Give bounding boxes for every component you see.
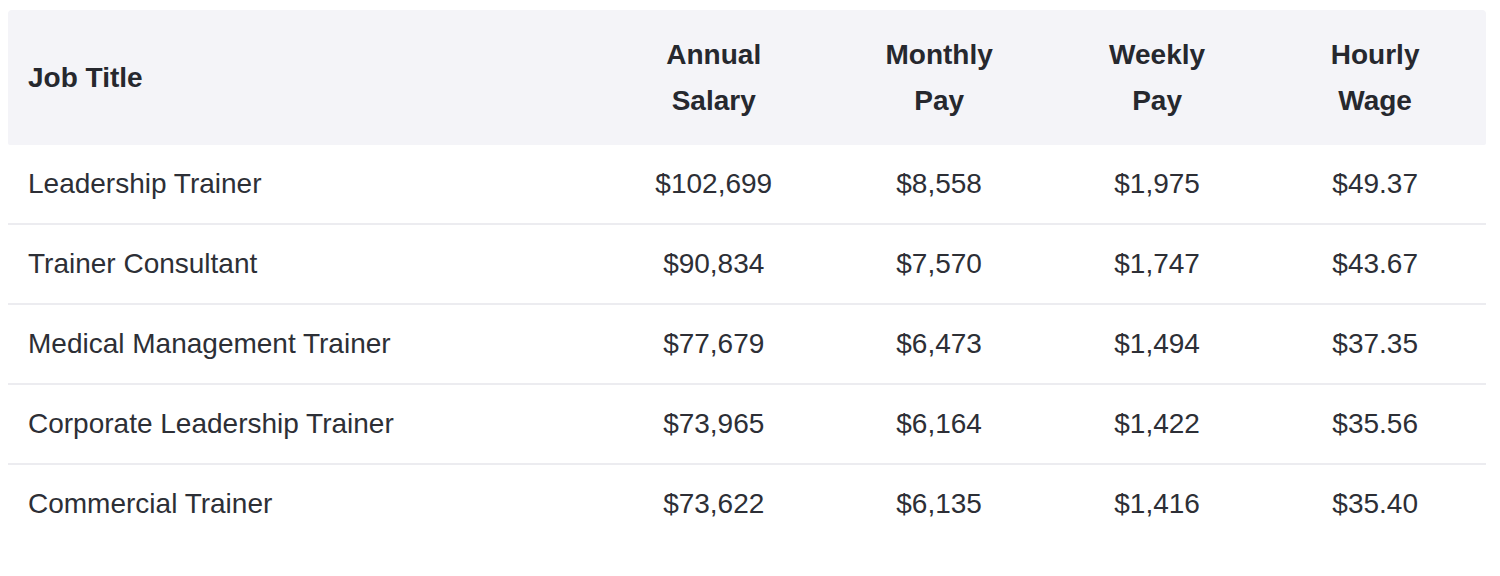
column-header-label: Job Title [28, 55, 143, 101]
table-row: Corporate Leadership Trainer $73,965 $6,… [8, 384, 1486, 464]
hourly-wage-cell: $35.40 [1264, 464, 1486, 543]
job-title-cell: Corporate Leadership Trainer [8, 384, 599, 464]
job-title-cell: Trainer Consultant [8, 224, 599, 304]
hourly-wage-cell: $49.37 [1264, 145, 1486, 224]
table-row: Trainer Consultant $90,834 $7,570 $1,747… [8, 224, 1486, 304]
job-title-cell: Medical Management Trainer [8, 304, 599, 384]
weekly-pay-cell: $1,494 [1050, 304, 1264, 384]
annual-salary-cell: $73,965 [599, 384, 828, 464]
hourly-wage-cell: $37.35 [1264, 304, 1486, 384]
hourly-wage-cell: $43.67 [1264, 224, 1486, 304]
table-row: Medical Management Trainer $77,679 $6,47… [8, 304, 1486, 384]
weekly-pay-cell: $1,422 [1050, 384, 1264, 464]
monthly-pay-cell: $6,473 [828, 304, 1050, 384]
job-title-cell: Commercial Trainer [8, 464, 599, 543]
weekly-pay-cell: $1,975 [1050, 145, 1264, 224]
table-row: Commercial Trainer $73,622 $6,135 $1,416… [8, 464, 1486, 543]
column-header-annual-salary: Annual Salary [599, 10, 828, 145]
monthly-pay-cell: $8,558 [828, 145, 1050, 224]
column-header-label: Hourly Wage [1305, 32, 1445, 124]
monthly-pay-cell: $7,570 [828, 224, 1050, 304]
column-header-monthly-pay: Monthly Pay [828, 10, 1050, 145]
job-title-cell: Leadership Trainer [8, 145, 599, 224]
column-header-weekly-pay: Weekly Pay [1050, 10, 1264, 145]
column-header-label: Monthly Pay [869, 32, 1009, 124]
annual-salary-cell: $77,679 [599, 304, 828, 384]
table-row: Leadership Trainer $102,699 $8,558 $1,97… [8, 145, 1486, 224]
weekly-pay-cell: $1,416 [1050, 464, 1264, 543]
table-header: Job Title Annual Salary Monthly Pay Week… [8, 10, 1486, 145]
monthly-pay-cell: $6,164 [828, 384, 1050, 464]
annual-salary-cell: $73,622 [599, 464, 828, 543]
header-row: Job Title Annual Salary Monthly Pay Week… [8, 10, 1486, 145]
column-header-job-title: Job Title [8, 10, 599, 145]
annual-salary-cell: $102,699 [599, 145, 828, 224]
hourly-wage-cell: $35.56 [1264, 384, 1486, 464]
monthly-pay-cell: $6,135 [828, 464, 1050, 543]
column-header-label: Annual Salary [644, 32, 784, 124]
table-body: Leadership Trainer $102,699 $8,558 $1,97… [8, 145, 1486, 543]
salary-table-container: Job Title Annual Salary Monthly Pay Week… [8, 10, 1486, 543]
annual-salary-cell: $90,834 [599, 224, 828, 304]
weekly-pay-cell: $1,747 [1050, 224, 1264, 304]
salary-table: Job Title Annual Salary Monthly Pay Week… [8, 10, 1486, 543]
column-header-label: Weekly Pay [1087, 32, 1227, 124]
column-header-hourly-wage: Hourly Wage [1264, 10, 1486, 145]
